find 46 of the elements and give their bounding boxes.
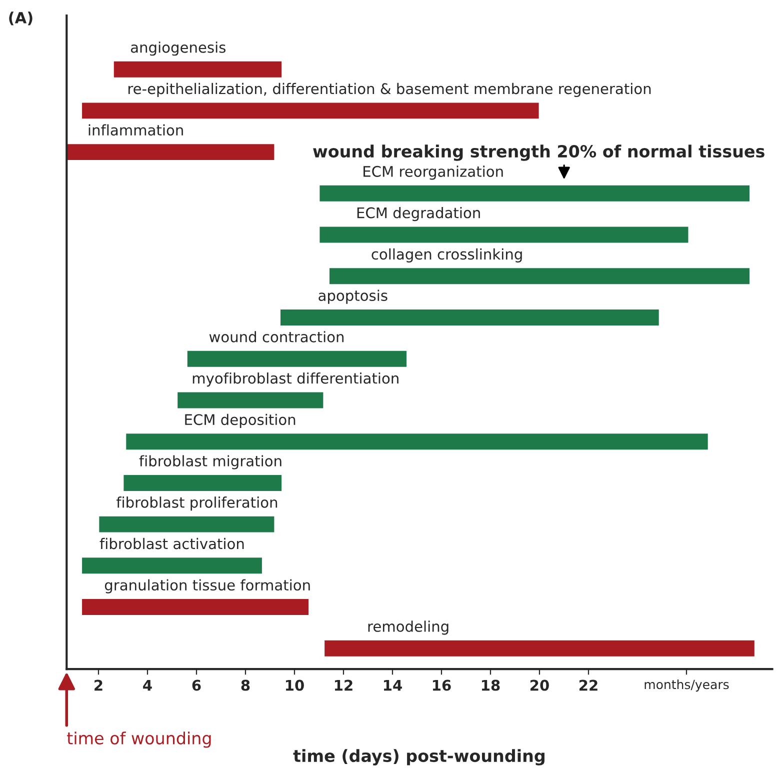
y-tick-label: inflammation	[88, 124, 183, 136]
bar	[66, 142, 276, 162]
x-axis-title: time (days) post-wounding	[293, 749, 544, 766]
x-tick-label: 12	[334, 680, 352, 691]
x-tick-label: 2	[94, 680, 102, 691]
text: time of wounding	[67, 732, 211, 748]
bar	[323, 639, 756, 658]
y-tick-label: re-epithelialization, differentiation & basement membrane regeneration	[128, 82, 651, 98]
y-tick-label: fibroblast migration	[139, 455, 282, 470]
y-tick-label: wound contraction	[209, 331, 344, 342]
y-tick-label: collagen crosslinking	[372, 248, 522, 262]
y-tick-label: fibroblast activation	[100, 538, 244, 550]
bar	[80, 101, 540, 120]
x-tick-label: 22	[579, 680, 598, 691]
bar	[80, 556, 264, 576]
bar	[124, 432, 710, 451]
x-tick-label: months/years	[644, 679, 729, 692]
y-tick-label: remodeling	[368, 620, 448, 635]
x-tick-label: 6	[192, 680, 201, 691]
x-tick-label: 4	[143, 680, 152, 691]
y-tick-label: myofibroblast differentiation	[192, 372, 398, 387]
x-tick-label: 16	[432, 680, 451, 691]
bar	[328, 266, 751, 286]
bar	[98, 514, 276, 534]
text: (A)	[9, 12, 32, 26]
y-tick-label: ECM reorganization	[364, 166, 503, 180]
bar	[279, 308, 660, 327]
x-tick-label: 10	[286, 680, 304, 691]
y-tick-label: granulation tissue formation	[104, 579, 310, 594]
x-tick-label: 14	[384, 680, 402, 691]
bar	[80, 598, 310, 616]
y-tick-label: fibroblast proliferation	[116, 496, 278, 511]
y-tick-label: apoptosis	[318, 290, 388, 304]
bar	[318, 184, 751, 203]
x-tick-label: 8	[241, 680, 250, 691]
bar	[176, 390, 325, 410]
bar	[112, 60, 283, 79]
x-tick-label: 20	[530, 680, 549, 691]
bar	[318, 225, 690, 244]
y-tick-label: angiogenesis	[130, 42, 226, 56]
y-tick-label: ECM deposition	[185, 414, 296, 428]
x-tick-label: 18	[482, 680, 500, 691]
y-tick-label: ECM degradation	[357, 207, 480, 222]
annotation: wound breaking strength 20% of normal tissues	[313, 144, 764, 161]
bar	[186, 349, 408, 368]
bar	[122, 474, 283, 492]
